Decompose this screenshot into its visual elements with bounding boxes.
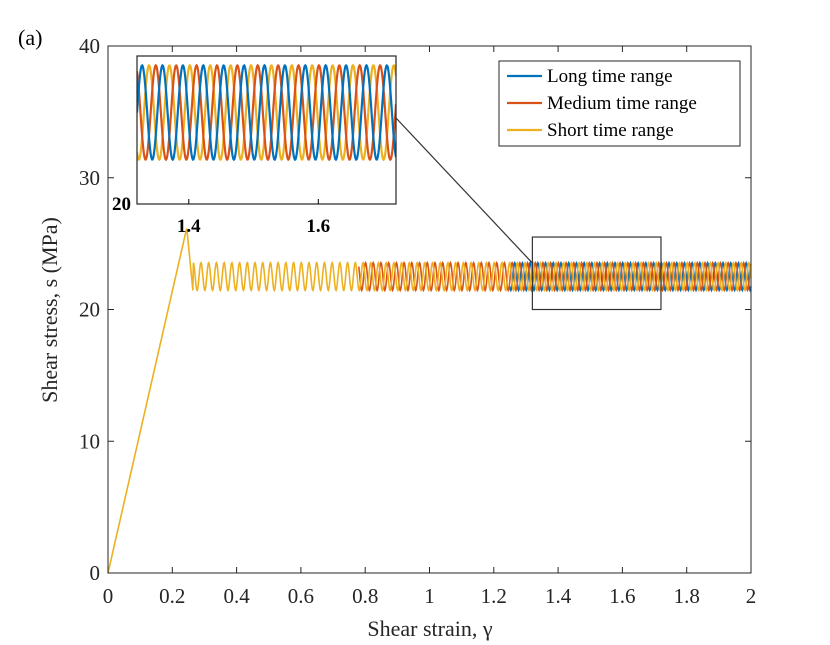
inset-y-tick-label: 20 xyxy=(112,194,131,215)
x-tick-label: 0.2 xyxy=(159,584,185,608)
x-tick-label: 0.8 xyxy=(352,584,378,608)
series-line-0 xyxy=(509,260,752,293)
legend: Long time range Medium time range Short … xyxy=(498,60,741,147)
inset-series-group xyxy=(137,63,396,162)
x-tick-label: 0.6 xyxy=(288,584,314,608)
x-tick-label: 1 xyxy=(424,584,435,608)
panel-label: (a) xyxy=(18,25,42,50)
x-axis-label: Shear strain, γ xyxy=(367,616,492,641)
x-tick-label: 2 xyxy=(746,584,757,608)
inset-axes-box xyxy=(136,55,397,205)
series-line-2 xyxy=(107,228,752,574)
inset-axis: 1.4 1.6 20 xyxy=(112,194,330,237)
x-tick-label: 0 xyxy=(103,584,114,608)
y-tick-label: 10 xyxy=(79,429,100,453)
y-tick-label: 20 xyxy=(79,298,100,322)
y-tick-label: 30 xyxy=(79,166,100,190)
y-axis-label: Shear stress, s (MPa) xyxy=(37,217,62,403)
inset-series-line-0 xyxy=(137,63,396,162)
zoom-box xyxy=(531,236,662,311)
inset-x-tick-label: 1.6 xyxy=(306,216,330,237)
y-axis: 0 10 20 30 40 xyxy=(79,34,751,585)
legend-label-short: Short time range xyxy=(547,120,674,141)
inset-series-line-2 xyxy=(137,63,396,162)
x-tick-label: 1.6 xyxy=(609,584,635,608)
main-series-group xyxy=(107,228,752,574)
zoom-connector xyxy=(395,117,533,264)
y-tick-label: 0 xyxy=(90,561,101,585)
x-tick-label: 0.4 xyxy=(223,584,250,608)
legend-label-medium: Medium time range xyxy=(547,93,697,114)
series-line-1 xyxy=(357,260,752,293)
x-tick-label: 1.4 xyxy=(545,584,572,608)
y-tick-label: 40 xyxy=(79,34,100,58)
legend-label-long: Long time range xyxy=(547,66,673,87)
x-tick-label: 1.8 xyxy=(674,584,700,608)
inset-x-tick-label: 1.4 xyxy=(177,216,201,237)
x-tick-label: 1.2 xyxy=(481,584,507,608)
x-axis: 0 0.2 0.4 0.6 0.8 1 1.2 1.4 1.6 1.8 2 xyxy=(103,46,757,608)
